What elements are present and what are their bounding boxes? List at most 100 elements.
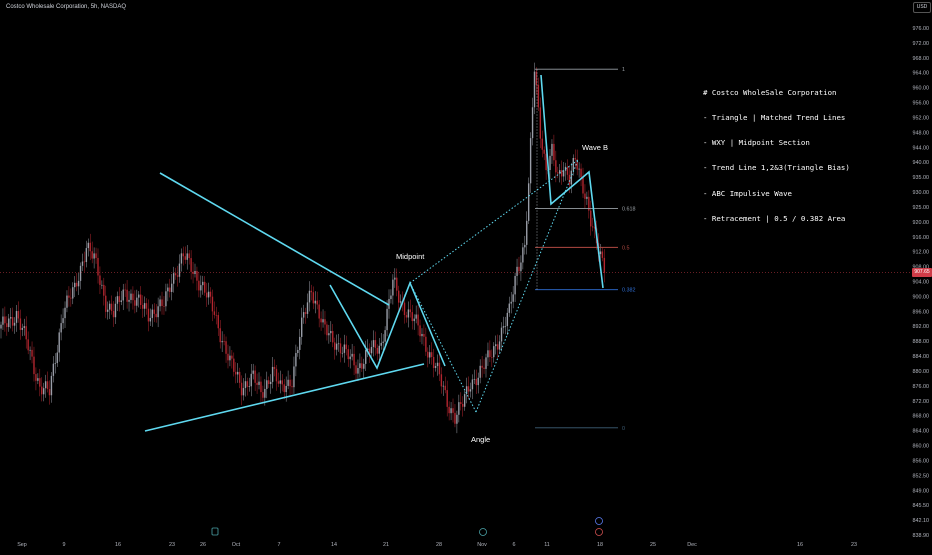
candle-body <box>105 295 107 312</box>
candle-body <box>81 261 84 266</box>
candle-body <box>316 300 318 305</box>
y-tick-label: 868.00 <box>913 414 930 420</box>
candle-body <box>442 385 445 387</box>
candle-body <box>473 378 476 380</box>
x-tick-label: 18 <box>597 542 603 548</box>
candle-body <box>462 403 464 407</box>
candle-body <box>291 386 293 388</box>
candle-body <box>231 355 233 359</box>
x-tick-label: 26 <box>200 542 206 548</box>
x-tick-label: 21 <box>383 542 389 548</box>
annotation-angle: Angle <box>471 435 490 444</box>
candle-body <box>429 352 431 358</box>
candle-body <box>279 380 282 384</box>
candle-body <box>448 406 450 414</box>
flag-marker-icon[interactable] <box>595 528 603 536</box>
candle-body <box>97 257 99 276</box>
y-tick-label: 960.00 <box>913 86 930 92</box>
candle-body <box>314 300 316 304</box>
candle-body <box>116 296 119 304</box>
candle-body <box>163 305 165 307</box>
triangle-lower-trendline <box>144 363 425 432</box>
candle-body <box>223 341 225 342</box>
candle-body <box>341 352 344 354</box>
y-tick-label: 948.00 <box>913 130 930 136</box>
candle-body <box>46 381 49 390</box>
candle-body <box>248 386 251 388</box>
candle-body <box>31 349 33 357</box>
candle-body <box>155 313 157 318</box>
candle-body <box>254 370 256 383</box>
candle-body <box>357 368 359 374</box>
candle-body <box>310 290 313 293</box>
candle-body <box>465 386 468 395</box>
y-tick-label: 884.00 <box>913 354 930 360</box>
candle-body <box>293 366 295 388</box>
candle-body <box>432 356 435 368</box>
y-tick-label: 864.00 <box>913 429 930 435</box>
candle-body <box>238 371 241 383</box>
earnings-marker-icon[interactable] <box>211 527 219 536</box>
fib-level-label: 0.382 <box>622 288 636 294</box>
candle-body <box>370 346 373 354</box>
dividend-marker-icon[interactable] <box>479 528 487 536</box>
candle-body <box>242 388 245 396</box>
candle-body <box>264 388 266 398</box>
y-tick-label: 872.00 <box>913 399 930 405</box>
candle-body <box>11 317 14 326</box>
candle-body <box>489 350 491 358</box>
candle-body <box>211 296 214 312</box>
candle-body <box>363 363 365 369</box>
candle-body <box>582 177 584 194</box>
candle-body <box>446 390 448 407</box>
candle-body <box>535 71 538 85</box>
fib-level-label: 0.618 <box>622 206 636 212</box>
candle-body <box>180 253 183 264</box>
candle-body <box>283 384 285 393</box>
price-axis[interactable]: 976.00 972.00 968.00 964.00 960.00 956.00 952.… <box>913 26 930 539</box>
candle-body <box>281 380 283 385</box>
y-tick-label: 852.50 <box>913 473 930 479</box>
currency-button[interactable]: USD <box>913 2 931 13</box>
candle-body <box>456 414 458 424</box>
candle-body <box>463 394 466 407</box>
y-tick-label: 940.00 <box>913 160 930 166</box>
y-tick-label: 908.00 <box>913 265 930 271</box>
candle-body <box>330 330 332 334</box>
candle-body <box>496 344 499 350</box>
candle-body <box>403 302 406 316</box>
x-tick-label: 16 <box>115 542 121 548</box>
candle-body <box>390 295 392 300</box>
candle-body <box>368 348 371 354</box>
candle-body <box>194 270 196 274</box>
time-axis[interactable]: Sep 9 16 23 26 Oct 7 14 21 28 Nov 6 11 18 25 Dec 16 23 <box>17 542 857 548</box>
candle-body <box>75 282 78 287</box>
plus-marker-icon[interactable] <box>595 517 603 525</box>
candle-body <box>349 356 351 360</box>
candle-body <box>273 366 276 369</box>
candle-body <box>520 262 522 272</box>
candle-body <box>227 353 229 361</box>
candle-body <box>533 71 536 108</box>
candle-body <box>207 291 210 298</box>
candle-body <box>399 301 402 303</box>
candle-body <box>289 379 291 387</box>
candle-body <box>527 183 530 221</box>
candle-body <box>295 353 297 367</box>
y-tick-label: 972.00 <box>913 41 930 47</box>
candle-body <box>388 299 390 309</box>
candle-body <box>196 270 198 281</box>
candle-body <box>436 362 439 367</box>
candle-body <box>287 379 289 386</box>
candle-body <box>252 370 254 374</box>
candle-body <box>477 377 479 386</box>
candle-body <box>95 253 97 258</box>
abc-wave-lines <box>540 74 604 289</box>
candle-body <box>438 362 441 375</box>
candle-body <box>361 363 363 369</box>
candle-body <box>555 160 557 173</box>
candle-body <box>138 294 140 298</box>
candle-body <box>66 295 68 308</box>
